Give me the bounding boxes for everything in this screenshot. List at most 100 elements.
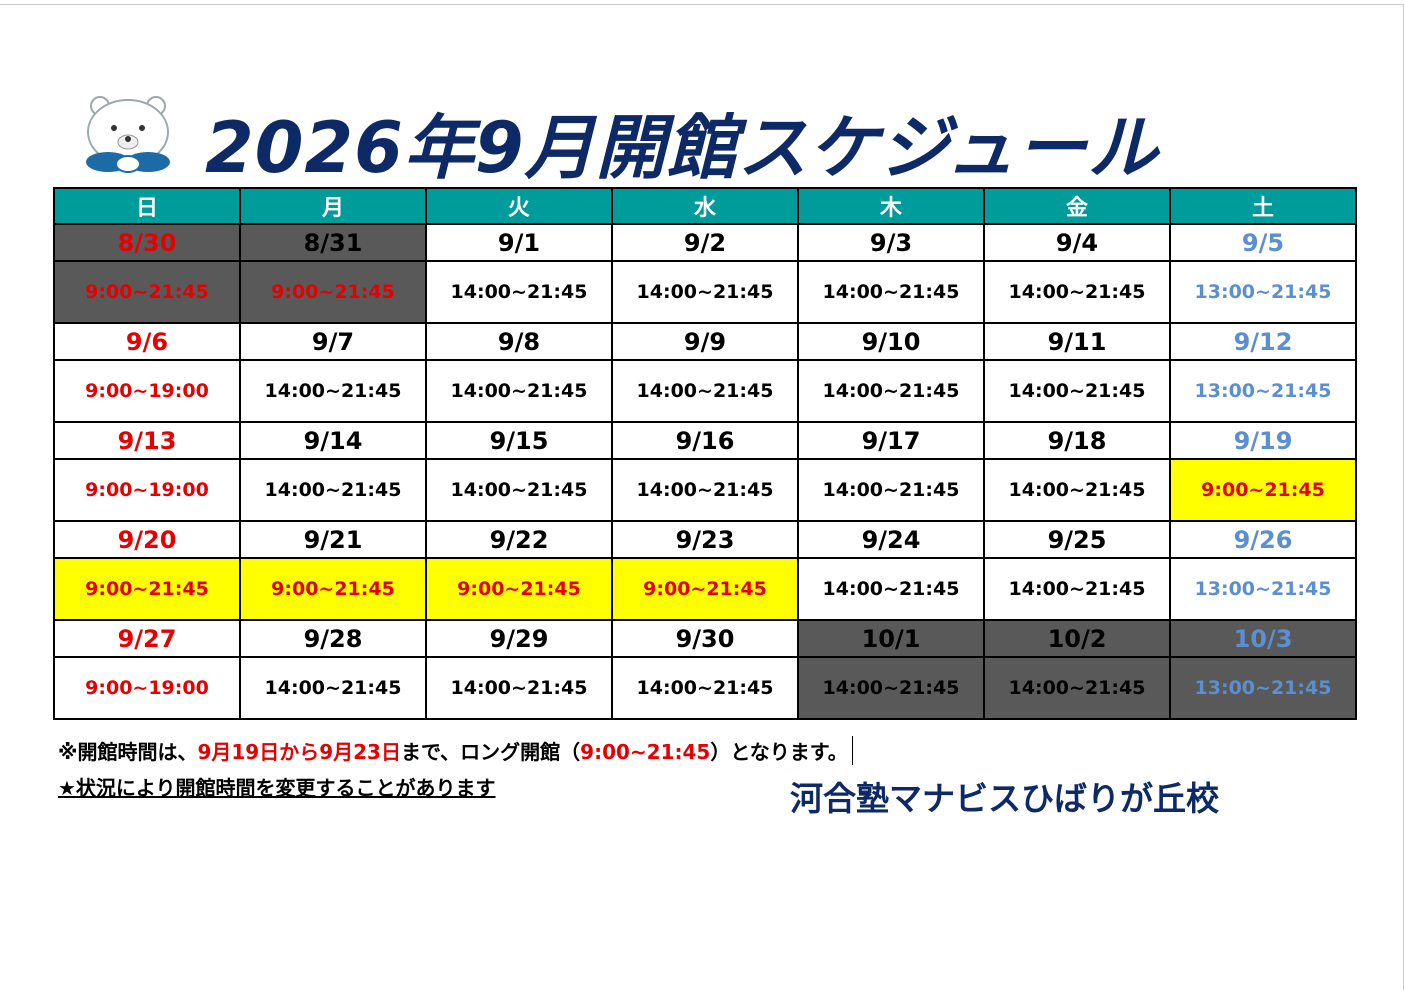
weekday-header: 月 [239,187,427,225]
hours-cell: 9:00~19:00 [53,359,241,423]
hours-cell: 14:00~21:45 [797,359,985,423]
hours-cell: 9:00~21:45 [239,260,427,324]
hours-cell: 9:00~21:45 [425,557,613,621]
hours-cell: 9:00~21:45 [53,260,241,324]
hours-cell: 9:00~21:45 [53,557,241,621]
weekday-header: 日 [53,187,241,225]
hours-cell: 14:00~21:45 [611,260,799,324]
date-cell: 10/2 [983,619,1171,658]
hours-cell: 14:00~21:45 [425,260,613,324]
change-note: ★状況により開館時間を変更することがあります [58,776,496,800]
hours-cell: 13:00~21:45 [1169,557,1357,621]
hours-cell: 14:00~21:45 [797,656,985,720]
hours-row: 9:00~19:00 14:00~21:45 14:00~21:45 14:00~21… [53,458,1357,522]
weekday-header: 土 [1169,187,1357,225]
hours-cell: 13:00~21:45 [1169,656,1357,720]
date-cell: 9/25 [983,520,1171,559]
hours-row: 9:00~19:00 14:00~21:45 14:00~21:45 14:00~21… [53,359,1357,423]
date-cell: 9/5 [1169,223,1357,262]
date-cell: 9/27 [53,619,241,658]
date-row: 9/6 9/7 9/8 9/9 9/10 9/11 9/12 [53,322,1357,361]
hours-cell: 14:00~21:45 [983,557,1171,621]
note-segment: 9:00~21:45 [580,740,711,764]
hours-cell: 14:00~21:45 [983,458,1171,522]
weekday-header: 金 [983,187,1171,225]
date-row: 9/13 9/14 9/15 9/16 9/17 9/18 9/19 [53,421,1357,460]
bear-logo [86,96,170,173]
date-cell: 10/1 [797,619,985,658]
date-cell: 10/3 [1169,619,1357,658]
date-cell: 9/15 [425,421,613,460]
title: 2026年9月開館スケジュール [205,107,1159,189]
hours-cell: 14:00~21:45 [983,359,1171,423]
long-hours-note: ※開館時間は、9月19日から9月23日まで、ロング開館（9:00~21:45）と… [58,736,853,765]
date-cell: 9/13 [53,421,241,460]
header-row: 日月火水木金土 [53,187,1357,225]
hours-cell: 14:00~21:45 [239,656,427,720]
hours-cell: 9:00~19:00 [53,458,241,522]
weekday-header: 水 [611,187,799,225]
hours-cell: 14:00~21:45 [425,458,613,522]
hours-cell: 14:00~21:45 [425,359,613,423]
date-cell: 9/19 [1169,421,1357,460]
date-cell: 9/24 [797,520,985,559]
date-cell: 9/22 [425,520,613,559]
hours-row: 9:00~21:45 9:00~21:45 9:00~21:45 9:00~21:45… [53,557,1357,621]
date-cell: 9/2 [611,223,799,262]
weekday-header: 木 [797,187,985,225]
hours-cell: 14:00~21:45 [239,458,427,522]
date-row: 9/27 9/28 9/29 9/30 10/1 10/2 10/3 [53,619,1357,658]
date-row: 9/20 9/21 9/22 9/23 9/24 9/25 9/26 [53,520,1357,559]
note-segment: まで、ロング開館（ [400,740,581,764]
date-cell: 9/4 [983,223,1171,262]
date-cell: 9/9 [611,322,799,361]
date-cell: 8/30 [53,223,241,262]
date-cell: 9/21 [239,520,427,559]
date-cell: 9/12 [1169,322,1357,361]
hours-cell: 14:00~21:45 [611,359,799,423]
schedule-table: 日月火水木金土 8/30 8/31 9/1 9/2 9/3 9/4 9/5 9:00~21:45… [53,187,1357,720]
table-body: 日月火水木金土 8/30 8/31 9/1 9/2 9/3 9/4 9/5 9:00~21:45… [53,187,1357,720]
date-cell: 9/14 [239,421,427,460]
date-row: 8/30 8/31 9/1 9/2 9/3 9/4 9/5 [53,223,1357,262]
date-cell: 8/31 [239,223,427,262]
page-frame [0,4,1404,990]
hours-cell: 14:00~21:45 [425,656,613,720]
hours-cell: 9:00~19:00 [53,656,241,720]
hours-cell: 9:00~21:45 [239,557,427,621]
date-cell: 9/23 [611,520,799,559]
date-cell: 9/20 [53,520,241,559]
hours-cell: 9:00~21:45 [1169,458,1357,522]
hours-cell: 14:00~21:45 [611,656,799,720]
hours-cell: 14:00~21:45 [611,458,799,522]
hours-cell: 14:00~21:45 [239,359,427,423]
date-cell: 9/28 [239,619,427,658]
date-cell: 9/8 [425,322,613,361]
hours-cell: 14:00~21:45 [797,557,985,621]
hours-row: 9:00~21:45 9:00~21:45 14:00~21:45 14:00~21:… [53,260,1357,324]
school-name: 河合塾マナビスひばりが丘校 [790,779,1219,818]
date-cell: 9/3 [797,223,985,262]
date-cell: 9/11 [983,322,1171,361]
date-cell: 9/16 [611,421,799,460]
date-cell: 9/7 [239,322,427,361]
hours-cell: 14:00~21:45 [983,656,1171,720]
hours-cell: 14:00~21:45 [983,260,1171,324]
date-cell: 9/10 [797,322,985,361]
hours-cell: 9:00~21:45 [611,557,799,621]
date-cell: 9/1 [425,223,613,262]
date-cell: 9/26 [1169,520,1357,559]
hours-cell: 14:00~21:45 [797,458,985,522]
note-segment: 9月19日から9月23日 [197,740,401,764]
note-segment: ※開館時間は、 [58,740,198,764]
date-cell: 9/30 [611,619,799,658]
date-cell: 9/29 [425,619,613,658]
hours-cell: 13:00~21:45 [1169,260,1357,324]
date-cell: 9/17 [797,421,985,460]
weekday-header: 火 [425,187,613,225]
hours-cell: 14:00~21:45 [797,260,985,324]
date-cell: 9/6 [53,322,241,361]
hours-row: 9:00~19:00 14:00~21:45 14:00~21:45 14:00~21… [53,656,1357,720]
